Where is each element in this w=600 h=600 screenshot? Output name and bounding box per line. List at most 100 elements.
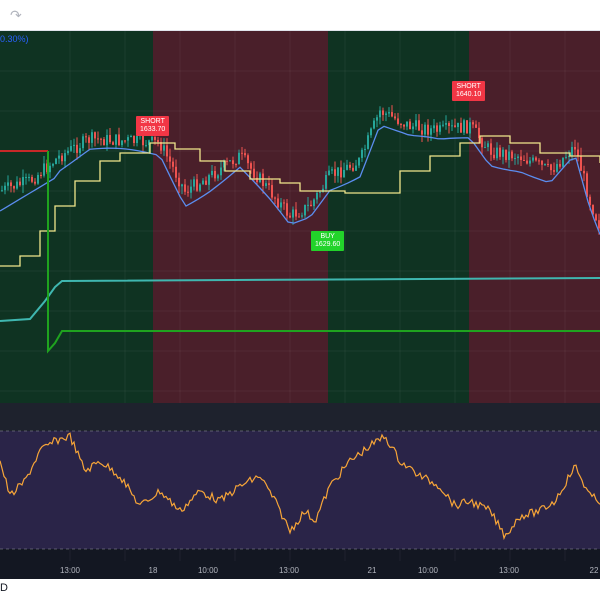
candle-body (412, 126, 414, 130)
candle-body (49, 165, 51, 173)
x-tick-label: 21 (367, 566, 377, 575)
candle-body (367, 135, 369, 149)
candle-body (262, 173, 264, 186)
signal-type: SHORT (456, 83, 481, 90)
candle-body (556, 164, 558, 172)
candle-body (388, 112, 390, 114)
candle-body (184, 184, 186, 192)
candle-body (271, 185, 273, 198)
change-percent-label: 0.30%) (0, 34, 29, 44)
candle-body (10, 182, 12, 187)
candle-body (301, 215, 303, 217)
candle-body (166, 145, 168, 157)
candle-body (487, 143, 489, 148)
candle-body (85, 136, 87, 138)
signal-buy-1: BUY 1629.60 (311, 231, 345, 251)
candle-body (316, 192, 318, 200)
candle-body (1, 190, 3, 192)
candle-body (490, 143, 492, 155)
candle-body (22, 177, 24, 186)
candle-body (43, 163, 45, 176)
candle-body (121, 140, 123, 146)
candle-body (439, 125, 441, 132)
chart-area[interactable] (0, 31, 600, 579)
candle-body (517, 156, 519, 159)
candle-body (571, 146, 573, 157)
candle-body (349, 164, 351, 168)
candle-body (280, 202, 282, 208)
candle-body (361, 149, 363, 158)
candle-body (592, 205, 594, 215)
price-chart[interactable] (0, 31, 600, 579)
candle-body (481, 138, 483, 148)
candle-body (28, 176, 30, 178)
candle-body (463, 120, 465, 133)
x-tick-label: 10:00 (197, 566, 219, 575)
candle-body (493, 154, 495, 159)
candle-body (403, 124, 405, 127)
candle-body (31, 176, 33, 182)
candle-body (112, 142, 114, 145)
candle-body (547, 163, 549, 165)
candle-body (13, 186, 15, 189)
candle-body (535, 157, 537, 161)
candle-body (151, 136, 153, 141)
candle-body (97, 138, 99, 140)
candle-body (352, 167, 354, 171)
candle-body (511, 151, 513, 159)
candle-body (496, 147, 498, 159)
trend-zone (328, 31, 469, 403)
bottom-toolbar: D (0, 579, 600, 600)
candle-body (223, 160, 225, 168)
candle-body (307, 204, 309, 206)
candle-body (406, 121, 408, 127)
candle-body (298, 216, 300, 218)
pane-gap (0, 403, 600, 431)
candle-body (508, 151, 510, 160)
candle-body (328, 170, 330, 176)
candle-body (217, 175, 219, 179)
x-tick-label: 18 (148, 566, 158, 575)
candle-body (220, 167, 222, 176)
candle-body (247, 155, 249, 164)
candle-body (244, 153, 246, 156)
redo-icon[interactable]: ↷ (10, 7, 22, 23)
x-tick-label: 22 (589, 566, 599, 575)
candle-body (67, 150, 69, 154)
candle-body (226, 160, 228, 162)
candle-body (394, 116, 396, 119)
candle-body (19, 181, 21, 186)
candle-body (40, 174, 42, 176)
candle-body (355, 165, 357, 171)
signal-price: 1633.70 (140, 126, 166, 133)
candle-body (541, 160, 543, 165)
blue-moving-average (0, 125, 600, 235)
oscillator-line (0, 432, 600, 541)
signal-short-1: SHORT 1633.70 (136, 116, 170, 136)
candle-body (211, 170, 213, 176)
candle-body (145, 145, 147, 147)
x-tick-label: 13:00 (498, 566, 520, 575)
timezone-label[interactable]: D (0, 582, 8, 594)
candle-body (379, 110, 381, 118)
candle-body (334, 169, 336, 176)
candle-body (313, 199, 315, 207)
candle-body (214, 170, 216, 179)
candle-body (580, 155, 582, 171)
candle-body (241, 152, 243, 154)
candle-body (256, 177, 258, 183)
candle-body (442, 124, 444, 126)
candle-body (424, 124, 426, 135)
teal-level-line (0, 277, 600, 322)
candle-body (235, 164, 237, 166)
candle-body (436, 125, 438, 132)
candle-body (505, 149, 507, 160)
candle-body (427, 124, 429, 135)
candle-body (79, 148, 81, 153)
candle-body (163, 145, 165, 151)
chart-toolbar: ↷ (0, 0, 600, 31)
candle-body (124, 140, 126, 142)
candle-body (460, 122, 462, 133)
candle-body (289, 215, 291, 218)
candle-body (7, 182, 9, 186)
